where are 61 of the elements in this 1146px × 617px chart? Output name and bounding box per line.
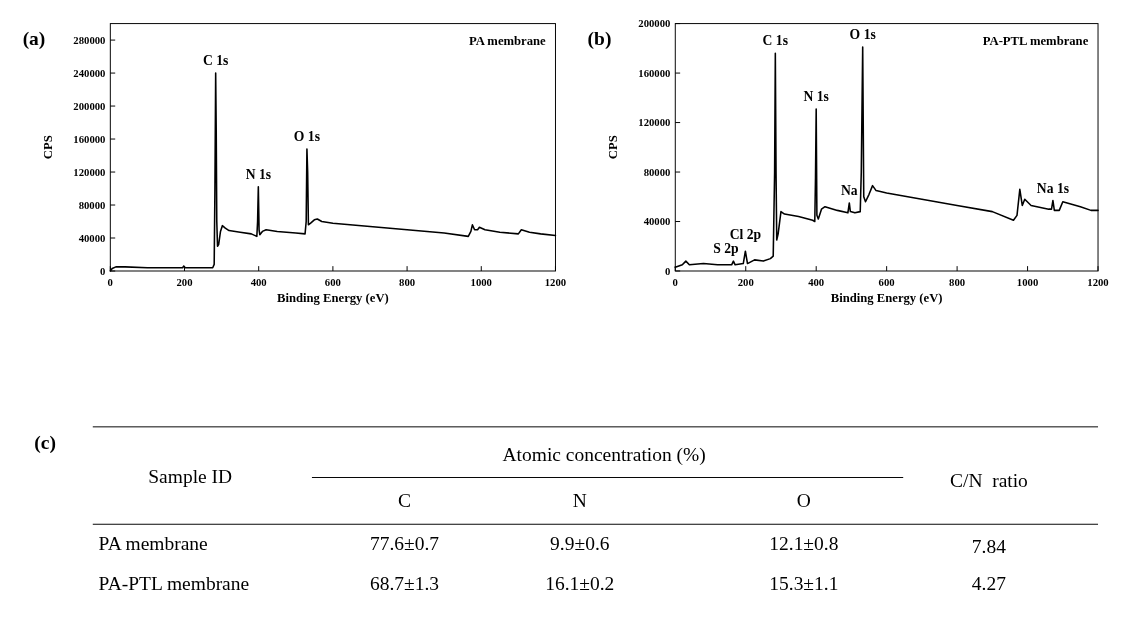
text: 7.84: [971, 536, 1006, 558]
x-tick-label: 600: [324, 275, 341, 288]
annotation: Cl 2p: [729, 226, 762, 242]
annotation: Na: [840, 183, 858, 199]
chart-title: (a): [22, 28, 46, 51]
y-tick-label: 200000: [638, 17, 671, 30]
category-label: C: [397, 489, 411, 511]
text: Atomic concentration (%): [502, 443, 706, 466]
x-tick-label: 200: [176, 275, 193, 288]
annotation: N 1s: [803, 89, 829, 105]
y-tick-label: 280000: [73, 33, 106, 46]
y-tick-label: 40000: [78, 231, 106, 244]
text: 9.9±0.6: [550, 532, 610, 554]
category-label: PA membrane: [98, 532, 208, 554]
y-tick-label: 80000: [78, 198, 106, 211]
x-tick-label: 1200: [1087, 275, 1109, 288]
category-label: PA-PTL membrane: [98, 573, 250, 595]
annotation: Na 1s: [1036, 180, 1070, 196]
annotation: N 1s: [245, 167, 272, 183]
annotation: O 1s: [293, 129, 320, 145]
text: (c): [34, 432, 56, 455]
annotation: O 1s: [849, 27, 876, 43]
y-tick-label: 0: [100, 264, 106, 277]
text: 68.7±1.3: [369, 573, 440, 595]
x-tick-label: 800: [399, 275, 416, 288]
x-tick-label: 400: [808, 275, 825, 288]
annotation: C 1s: [202, 53, 229, 69]
y-tick-label: 200000: [73, 99, 106, 112]
x-tick-label: 1000: [1016, 275, 1039, 288]
text: 4.27: [971, 573, 1006, 595]
x-tick-label: 1200: [544, 275, 567, 288]
y-tick-label: 160000: [638, 66, 671, 79]
x-tick-label: 200: [737, 275, 754, 288]
text: 12.1±0.8: [769, 532, 839, 554]
y-tick-label: 80000: [643, 165, 671, 178]
y-tick-label: 120000: [638, 116, 671, 129]
text: 77.6±0.7: [369, 532, 440, 554]
annotation: PA-PTL membrane: [982, 34, 1089, 49]
annotation: PA membrane: [468, 34, 547, 49]
y-tick-label: 0: [665, 264, 671, 277]
y-axis-title: CPS: [605, 135, 620, 160]
text: Sample ID: [148, 466, 233, 488]
x-tick-label: 1000: [470, 275, 492, 288]
text: 15.3±1.1: [769, 573, 839, 595]
y-tick-label: 160000: [73, 132, 106, 145]
y-tick-label: 240000: [73, 66, 106, 79]
x-axis-title: Binding Energy (eV): [830, 291, 943, 306]
x-axis-title: Binding Energy (eV): [276, 291, 389, 306]
x-tick-label: 800: [949, 275, 966, 288]
chart-title: (b): [587, 28, 612, 51]
category-label: C/N ratio: [949, 470, 1028, 492]
y-tick-label: 40000: [643, 215, 671, 228]
category-label: O: [796, 489, 811, 511]
y-axis-title: CPS: [40, 135, 55, 160]
annotation: S 2p: [713, 241, 740, 257]
y-tick-label: 120000: [73, 165, 106, 178]
annotation: C 1s: [762, 33, 789, 49]
category-label: N: [572, 489, 587, 511]
x-tick-label: 400: [250, 275, 267, 288]
x-tick-label: 600: [878, 275, 895, 288]
text: 16.1±0.2: [545, 573, 615, 595]
